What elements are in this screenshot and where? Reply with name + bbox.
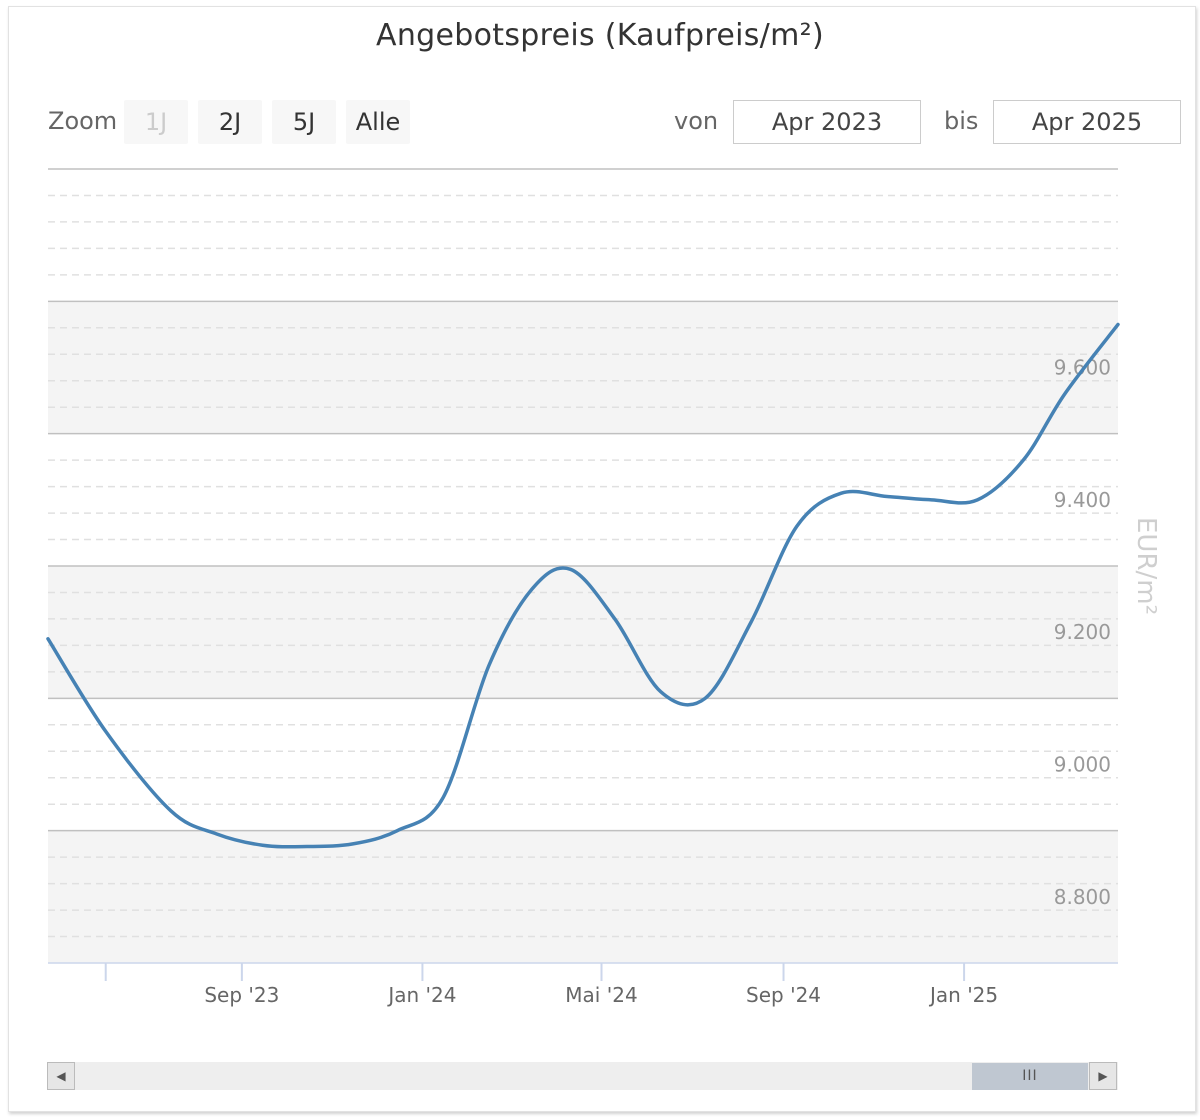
scrollbar-thumb[interactable]: III: [972, 1063, 1088, 1090]
zoom-2j-button[interactable]: 2J: [198, 100, 262, 144]
arrow-right-icon: ▶: [1098, 1069, 1108, 1083]
x-tick-label: Sep '24: [746, 983, 821, 1007]
y-tick-label: 9.400: [1054, 488, 1111, 512]
plot-band: [48, 566, 1118, 699]
plot-band: [48, 830, 1118, 963]
y-tick-label: 8.800: [1054, 885, 1111, 909]
zoom-all-button[interactable]: Alle: [346, 100, 410, 144]
range-from-input[interactable]: Apr 2023: [733, 100, 921, 144]
scroll-left-button[interactable]: ◀: [47, 1062, 75, 1090]
x-tick-label: Sep '23: [204, 983, 279, 1007]
zoom-label: Zoom: [48, 107, 118, 135]
chart-title: Angebotspreis (Kaufpreis/m²): [376, 18, 824, 53]
y-axis-label: EUR/m²: [1131, 517, 1161, 615]
zoom-1j-button[interactable]: 1J: [124, 100, 188, 144]
x-tick-label: Jan '25: [928, 983, 998, 1007]
range-to-input[interactable]: Apr 2025: [993, 100, 1181, 144]
arrow-left-icon: ◀: [56, 1069, 66, 1083]
zoom-5j-button[interactable]: 5J: [272, 100, 336, 144]
y-tick-label: 9.000: [1054, 753, 1111, 777]
scrollbar-track[interactable]: [48, 1062, 1118, 1090]
y-tick-label: 9.200: [1054, 620, 1111, 644]
plot-band: [48, 301, 1118, 434]
x-tick-label: Mai '24: [565, 983, 637, 1007]
x-tick-label: Jan '24: [386, 983, 456, 1007]
scroll-right-button[interactable]: ▶: [1089, 1062, 1117, 1090]
price-line: [46, 322, 1120, 849]
range-to-label: bis: [944, 107, 979, 135]
range-from-label: von: [674, 107, 719, 135]
